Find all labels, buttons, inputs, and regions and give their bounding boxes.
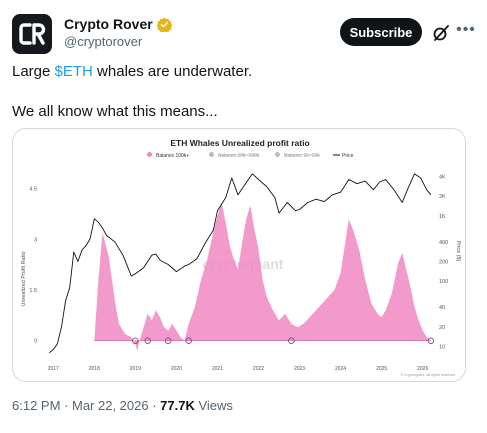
chart-footer: © CryptoQuant. All rights reserved bbox=[400, 373, 455, 377]
x-tick-label: 2023 bbox=[294, 366, 305, 372]
tweet-text-before: Large bbox=[12, 63, 55, 80]
legend-item: Price bbox=[333, 153, 354, 159]
right-tick-label: 20 bbox=[439, 325, 445, 331]
x-tick-label: 2019 bbox=[130, 366, 141, 372]
chart-legend: Balance 100k+ Balance 10k~100k Balance 1k~… bbox=[147, 152, 354, 159]
legend-label: Balance 100k+ bbox=[156, 153, 189, 159]
legend-swatch bbox=[147, 152, 152, 157]
plot-area: 0 1.5 3 4.5 10 20 40 100 200 400 1K 2K 4K 2017 2018 201… bbox=[29, 173, 448, 372]
annotation-marker bbox=[185, 337, 192, 344]
ratio-area-series bbox=[94, 202, 431, 351]
legend-item: Balance 100k+ bbox=[147, 152, 189, 159]
right-tick-label: 2K bbox=[439, 194, 446, 200]
more-icon[interactable]: ••• bbox=[456, 21, 476, 38]
legend-item: Balance 10k~100k bbox=[209, 152, 260, 159]
tweet-media-chart[interactable]: ETH Whales Unrealized profit ratio Balan… bbox=[12, 128, 466, 382]
x-tick-label: 2026 bbox=[417, 366, 428, 372]
x-tick-label: 2022 bbox=[253, 366, 264, 372]
legend-label: Balance 10k~100k bbox=[218, 153, 260, 159]
x-tick-label: 2025 bbox=[376, 366, 387, 372]
annotation-marker bbox=[144, 337, 151, 344]
avatar[interactable] bbox=[12, 14, 52, 54]
eth-whales-chart: ETH Whales Unrealized profit ratio Balan… bbox=[21, 138, 461, 377]
legend-label: Balance 1k~10k bbox=[284, 153, 320, 159]
tweet-text: Large $ETH whales are underwater. We all… bbox=[12, 62, 475, 122]
tweet-meta: 6:12 PM · Mar 22, 2026 · 77.7K Views bbox=[12, 398, 233, 413]
y-axis-label-right: Price ($) bbox=[455, 241, 461, 262]
tweet-time[interactable]: 6:12 PM bbox=[12, 398, 61, 413]
subscribe-button[interactable]: Subscribe bbox=[340, 18, 422, 46]
legend-label: Price bbox=[342, 153, 354, 159]
x-tick-label: 2021 bbox=[212, 366, 223, 372]
right-tick-label: 200 bbox=[439, 260, 448, 266]
x-tick-label: 2018 bbox=[89, 366, 100, 372]
left-tick-label: 3 bbox=[34, 237, 37, 243]
tweet-line-1: Large $ETH whales are underwater. bbox=[12, 62, 475, 82]
price-line-series bbox=[48, 173, 432, 354]
eth-cashtag-link[interactable]: $ETH bbox=[54, 63, 93, 80]
views-label: Views bbox=[194, 398, 233, 413]
author-handle[interactable]: @cryptorover bbox=[64, 34, 143, 49]
views-count: 77.7K bbox=[160, 398, 195, 413]
meta-separator-2: · bbox=[148, 398, 161, 413]
annotation-marker bbox=[427, 337, 435, 344]
left-tick-label: 1.5 bbox=[29, 288, 37, 294]
right-tick-label: 1K bbox=[439, 214, 446, 220]
legend-item: Balance 1k~10k bbox=[275, 152, 321, 159]
legend-swatch bbox=[209, 152, 214, 157]
annotation-marker bbox=[132, 337, 139, 344]
author-name[interactable]: Crypto Rover bbox=[64, 16, 153, 32]
y-axis-label-left: Unrealized Profit Ratio bbox=[21, 251, 27, 306]
right-tick-label: 10 bbox=[439, 345, 445, 351]
tweet-text-after: whales are underwater. bbox=[92, 63, 253, 80]
annotation-marker bbox=[288, 337, 295, 344]
cr-logo-icon bbox=[19, 23, 46, 45]
right-tick-label: 400 bbox=[439, 240, 448, 246]
meta-separator: · bbox=[60, 398, 72, 413]
left-tick-label: 0 bbox=[34, 339, 37, 345]
right-tick-label: 100 bbox=[439, 279, 448, 285]
left-tick-label: 4.5 bbox=[29, 187, 37, 193]
chart-title: ETH Whales Unrealized profit ratio bbox=[170, 138, 309, 148]
right-tick-label: 4K bbox=[439, 175, 446, 181]
right-tick-label: 40 bbox=[439, 305, 445, 311]
tweet-line-2: We all know what this means... bbox=[12, 103, 218, 120]
x-tick-label: 2020 bbox=[171, 366, 182, 372]
tweet-header: Crypto Rover @cryptorover Subscribe ••• bbox=[12, 12, 475, 56]
x-tick-label: 2024 bbox=[335, 366, 346, 372]
x-tick-label: 2017 bbox=[48, 366, 59, 372]
grok-icon[interactable] bbox=[432, 24, 450, 42]
author-name-row: Crypto Rover bbox=[64, 16, 172, 32]
verified-badge-icon bbox=[156, 17, 172, 32]
legend-swatch bbox=[275, 152, 280, 157]
annotation-marker bbox=[164, 337, 172, 344]
tweet-date[interactable]: Mar 22, 2026 bbox=[71, 398, 149, 413]
